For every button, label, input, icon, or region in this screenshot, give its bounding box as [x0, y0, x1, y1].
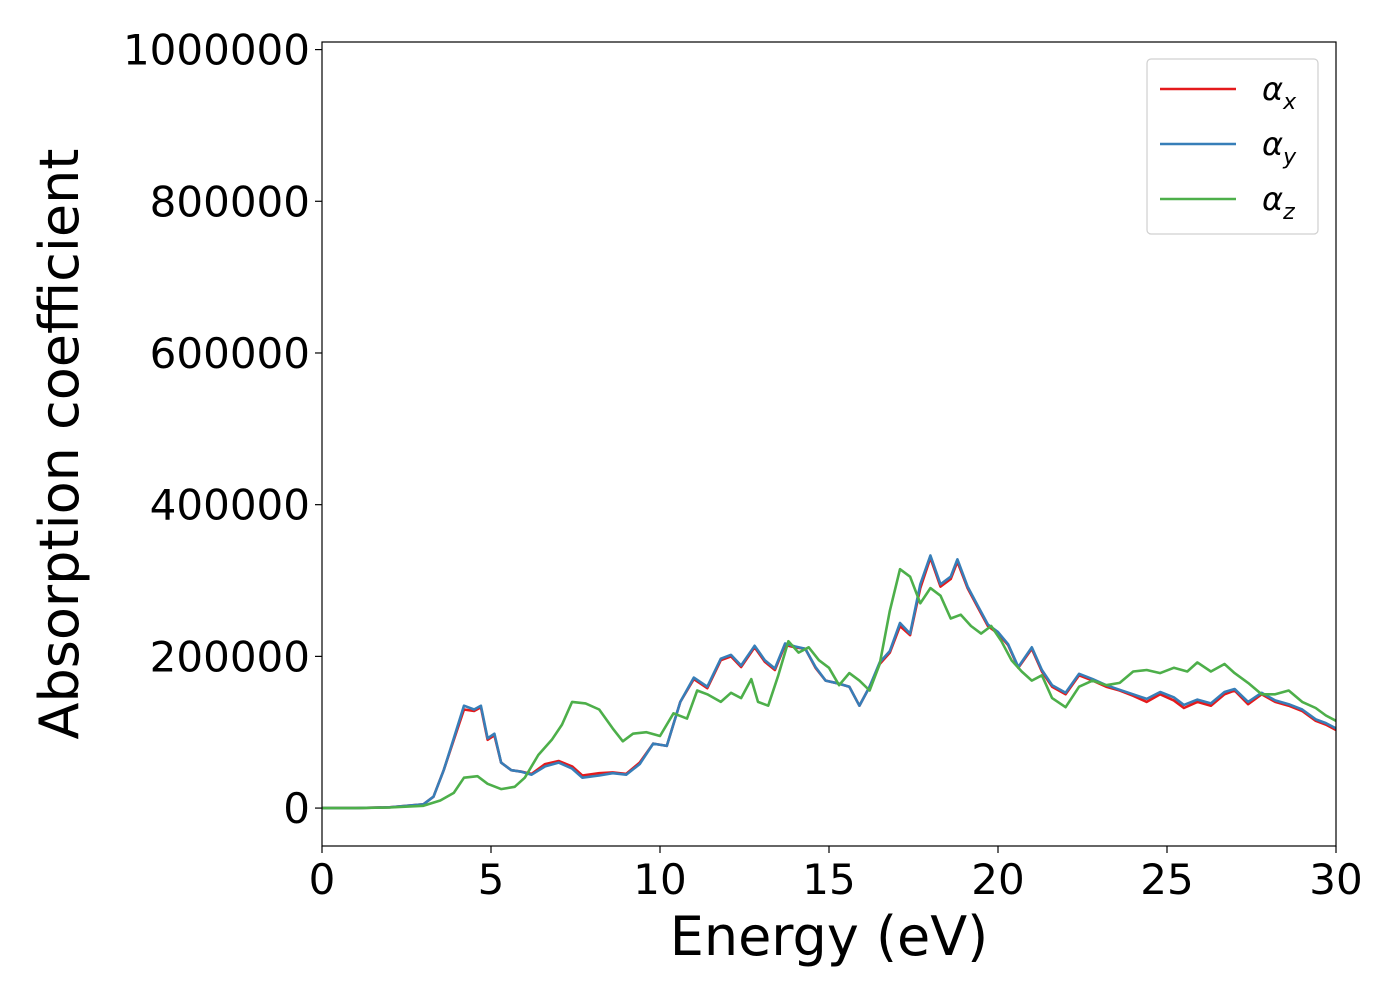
legend-symbol: α: [1262, 125, 1283, 163]
legend-label-alpha-y: αy: [1262, 125, 1297, 170]
x-tick-label: 25: [1140, 855, 1193, 904]
y-tick-label: 200000: [150, 632, 310, 681]
legend-frame: [1146, 58, 1319, 235]
y-axis-ticks: 0 200000 400000 600000 800000 1000000: [123, 26, 322, 833]
y-axis-label: Absorption coefficient: [28, 149, 91, 740]
series-line-alpha-z: [322, 567, 1337, 810]
y-tick-label: 400000: [150, 481, 310, 530]
x-tick-label: 30: [1309, 855, 1362, 904]
y-tick-label: 800000: [150, 177, 310, 226]
x-axis-label: Energy (eV): [670, 905, 989, 968]
x-tick-label: 20: [971, 855, 1024, 904]
series-layer: [322, 554, 1337, 810]
x-tick-label: 0: [309, 855, 336, 904]
y-tick-label: 600000: [150, 329, 310, 378]
x-tick-label: 5: [478, 855, 505, 904]
legend-subscript: y: [1282, 145, 1297, 170]
legend-symbol: α: [1262, 180, 1283, 218]
legend-label-alpha-z: αz: [1262, 180, 1295, 225]
y-tick-label: 1000000: [123, 26, 310, 75]
legend-symbol: α: [1262, 70, 1283, 108]
y-tick-label: 0: [283, 784, 310, 833]
legend-label-alpha-x: αx: [1262, 70, 1297, 115]
x-tick-label: 10: [633, 855, 686, 904]
series-line-alpha-y: [322, 554, 1337, 810]
x-tick-label: 15: [802, 855, 855, 904]
x-axis-ticks: 0 5 10 15 20 25 30: [309, 846, 1363, 904]
legend-subscript: x: [1282, 90, 1297, 115]
legend-subscript: z: [1282, 200, 1295, 225]
